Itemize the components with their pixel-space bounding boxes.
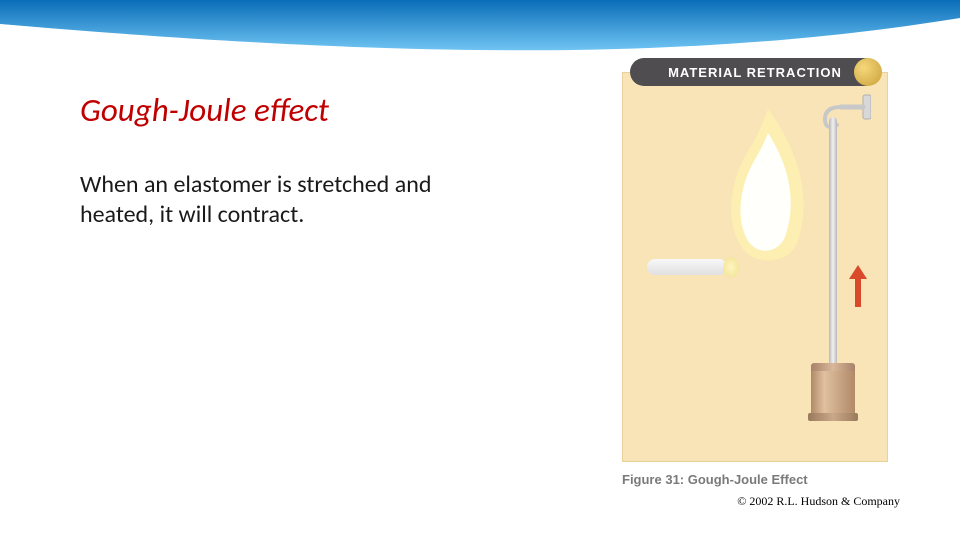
rubber-band — [829, 117, 837, 369]
figure-badge: MATERIAL RETRACTION — [630, 58, 880, 86]
body-paragraph: When an elastomer is stretched and heate… — [80, 170, 500, 230]
figure-copyright: © 2002 R.L. Hudson & Company — [737, 494, 900, 509]
candle-tip — [723, 257, 739, 277]
flame-icon — [713, 103, 823, 273]
retraction-arrow-icon — [847, 263, 869, 311]
figure-badge-label: MATERIAL RETRACTION — [668, 65, 842, 80]
badge-circle-icon — [854, 58, 882, 86]
candle-body — [647, 259, 727, 275]
figure-caption: Figure 31: Gough-Joule Effect — [622, 472, 808, 487]
hanging-weight — [811, 363, 855, 421]
content-area: Gough-Joule effect When an elastomer is … — [80, 90, 500, 230]
slide-title: Gough-Joule effect — [80, 90, 500, 130]
illustration-box — [622, 72, 888, 462]
header-wave — [0, 0, 960, 60]
